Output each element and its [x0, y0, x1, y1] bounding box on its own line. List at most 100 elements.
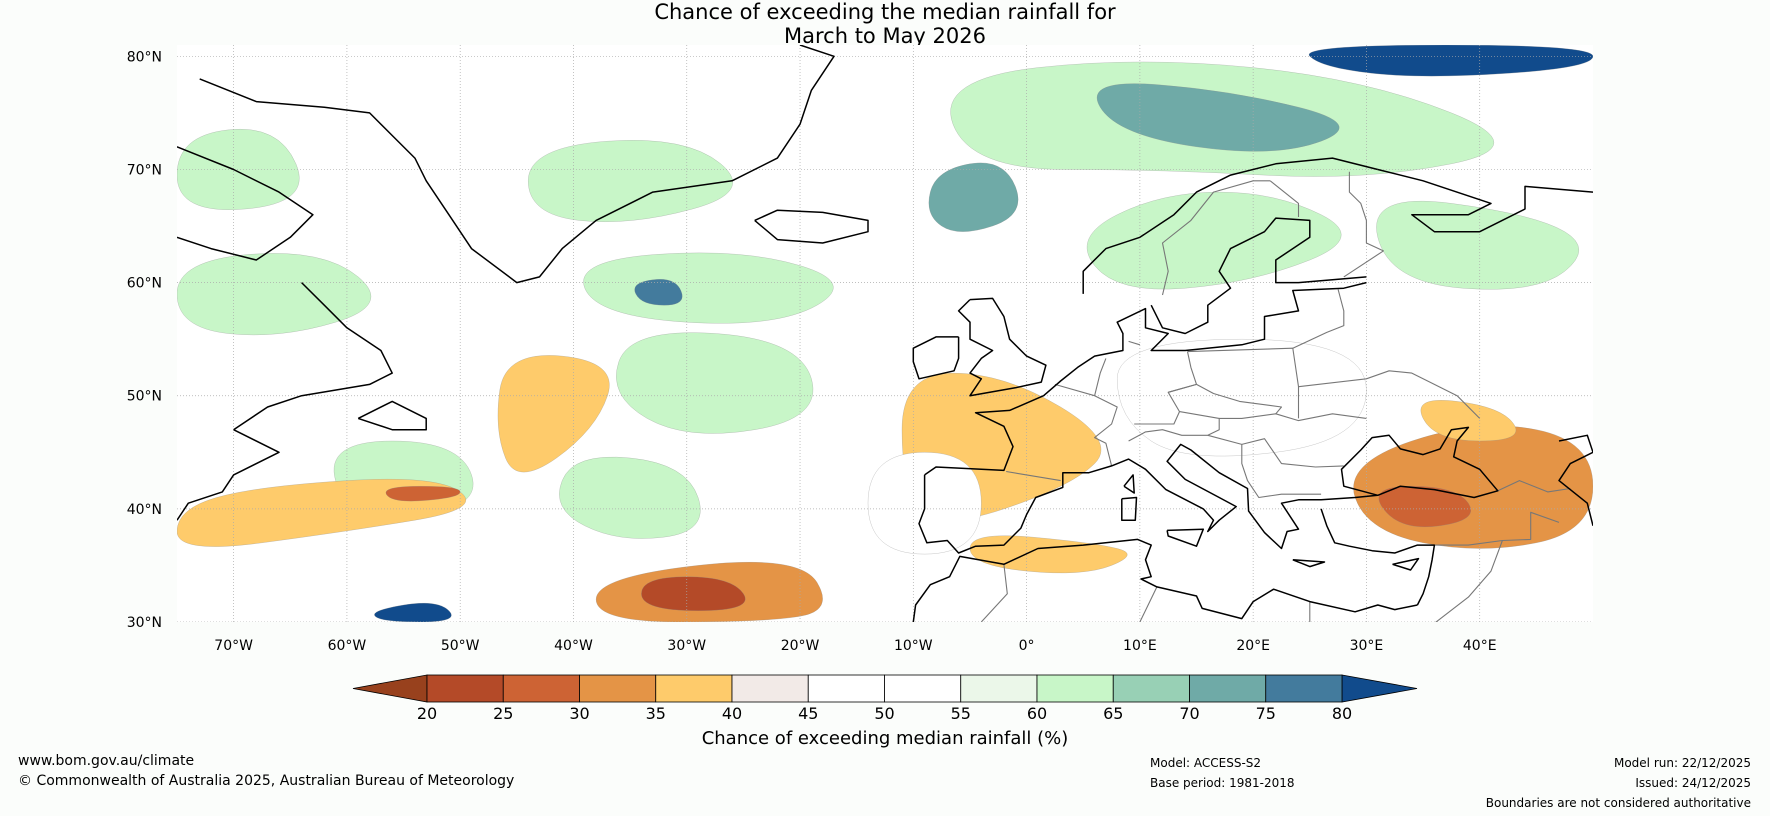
iceland-coast	[754, 209, 869, 244]
region-svalbard-wet	[1308, 45, 1593, 77]
probability-fill-layer	[177, 45, 1593, 622]
border-18	[1434, 511, 1560, 546]
border-8	[1219, 413, 1367, 422]
colorbar-tick-label: 25	[493, 704, 513, 723]
ireland-coast	[912, 336, 960, 380]
border-15	[1269, 180, 1300, 217]
lon-tick-label: 20°W	[781, 638, 820, 654]
colorbar: 20 25 30 35 40 45 50 55 60 65 70 75 80	[352, 674, 1418, 723]
region-mid-atlantic-dry	[497, 355, 610, 473]
britain-coast	[957, 297, 1047, 397]
colorbar-swatch	[426, 674, 504, 703]
base-period-text: Base period: 1981-2018	[1150, 776, 1295, 790]
colorbar-tick-label: 70	[1179, 704, 1199, 723]
colorbar-swatch	[579, 674, 657, 703]
region-scandinavia-wet	[1086, 191, 1342, 290]
colorbar-swatch	[1112, 674, 1190, 703]
region-southern-greenland-wet	[527, 140, 733, 222]
issued-text: Issued: 24/12/2025	[1635, 776, 1751, 790]
border-11	[1187, 347, 1300, 419]
corsica-coast	[1123, 474, 1135, 494]
region-west-atlantic-core-wet	[374, 602, 452, 622]
region-russia-wet	[1376, 200, 1580, 290]
lat-tick-label: 40°N	[127, 502, 162, 518]
europe-atlantic-coast	[924, 281, 1367, 476]
lon-tick-label: 30°W	[667, 638, 706, 654]
colorbar-swatch	[1265, 674, 1343, 703]
lon-tick-label: 10°W	[894, 638, 933, 654]
colorbar-tick-label: 50	[874, 704, 894, 723]
colorbar-swatch	[1036, 674, 1114, 703]
colorbar-tick-label: 40	[722, 704, 742, 723]
sardinia-coast	[1121, 496, 1138, 521]
crete-coast	[1292, 559, 1326, 568]
colorbar-swatch	[502, 674, 580, 703]
lat-tick-label: 80°N	[127, 49, 162, 65]
border-13	[1298, 370, 1481, 419]
border-10	[1241, 444, 1322, 499]
lat-tick-label: 30°N	[127, 615, 162, 631]
border-3	[1094, 358, 1107, 396]
disclaimer-text: Boundaries are not considered authoritat…	[1485, 796, 1751, 810]
caspian-coast	[1558, 434, 1593, 526]
border-4	[1128, 340, 1141, 346]
africa-coast	[912, 538, 1418, 622]
colorbar-high-extend	[1341, 674, 1418, 703]
border-12	[1292, 289, 1345, 349]
sicily-coast	[1166, 528, 1205, 547]
region-irminger-wet	[634, 279, 683, 306]
lon-tick-label: 70°W	[214, 638, 253, 654]
colorbar-tick-label: 80	[1332, 704, 1352, 723]
border-6	[1168, 383, 1283, 415]
colorbar-tick-label: 20	[417, 704, 437, 723]
model-run-text: Model run: 22/12/2025	[1613, 756, 1751, 770]
lat-tick-label: 60°N	[127, 276, 162, 292]
colorbar-tick-label: 60	[1027, 704, 1047, 723]
lon-tick-label: 20°E	[1236, 638, 1270, 654]
lon-tick-label: 10°E	[1123, 638, 1157, 654]
lat-tick-label: 50°N	[127, 389, 162, 405]
region-baffin-wet	[177, 129, 300, 210]
colorbar-tick-label: 65	[1103, 704, 1123, 723]
labrador-coast	[233, 282, 393, 431]
region-us-coast-core-dry	[385, 485, 461, 502]
colorbar-swatch	[655, 674, 733, 703]
colorbar-swatch	[960, 674, 1038, 703]
cyprus-coast	[1392, 557, 1420, 571]
lon-tick-label: 40°E	[1463, 638, 1497, 654]
copyright-text: © Commonwealth of Australia 2025, Austra…	[18, 773, 515, 789]
border-9	[1207, 434, 1344, 468]
axis-tick-labels: 30°N 40°N 50°N 60°N 70°N 80°N 70°W 60°W 50°W 40°W…	[127, 49, 1497, 654]
region-north-atlantic-wet	[583, 252, 834, 324]
border-5	[1134, 351, 1198, 425]
region-barents-wet	[1096, 83, 1340, 152]
region-turkey-core-dry	[1378, 485, 1472, 528]
region-subtropical-wet	[559, 456, 701, 539]
turkey-south-coast	[1320, 508, 1436, 606]
region-subtropical-core-dry	[641, 576, 746, 611]
colorbar-tick-label: 55	[951, 704, 971, 723]
colorbar-label: Chance of exceeding median rainfall (%)	[701, 728, 1069, 749]
region-mid-atlantic-wet	[616, 332, 814, 434]
coastline-layer	[177, 45, 1593, 622]
iberia-coast	[918, 426, 1499, 554]
lon-tick-label: 40°W	[554, 638, 593, 654]
border-21	[1139, 586, 1158, 622]
region-europe-neutral	[1116, 338, 1367, 457]
title-line-1: Chance of exceeding the median rainfall …	[654, 0, 1116, 24]
lon-tick-label: 30°E	[1350, 638, 1384, 654]
border-16	[1343, 171, 1384, 278]
colorbar-swatch	[731, 674, 809, 703]
lon-tick-label: 0°	[1019, 638, 1035, 654]
country-borders-layer	[980, 171, 1571, 622]
model-text: Model: ACCESS-S2	[1150, 756, 1262, 770]
colorbar-tick-label: 45	[798, 704, 818, 723]
colorbar-swatch	[884, 674, 962, 703]
website-text: www.bom.gov.au/climate	[18, 753, 195, 769]
border-22	[980, 564, 1008, 622]
border-17	[1497, 480, 1571, 493]
colorbar-tick-label: 75	[1256, 704, 1276, 723]
colorbar-tick-label: 35	[646, 704, 666, 723]
lon-tick-label: 60°W	[328, 638, 367, 654]
